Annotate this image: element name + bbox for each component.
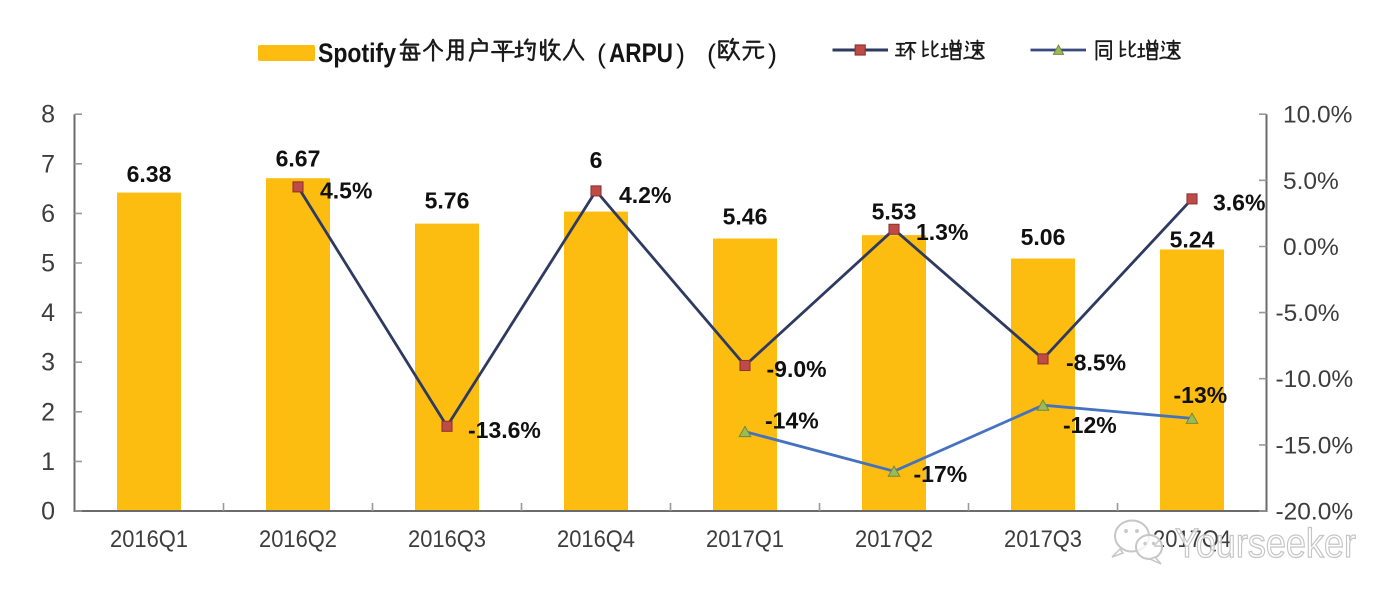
svg-text:): ) (676, 39, 685, 69)
svg-text:(: ( (597, 39, 606, 69)
svg-text:2016Q1: 2016Q1 (110, 526, 188, 553)
svg-text:ARPU: ARPU (609, 38, 673, 68)
svg-text:-12%: -12% (1063, 412, 1117, 438)
svg-text:2017Q2: 2017Q2 (855, 526, 933, 553)
svg-text:5.53: 5.53 (872, 199, 917, 225)
svg-text:0.0%: 0.0% (1283, 234, 1339, 261)
svg-text:2: 2 (41, 398, 55, 426)
svg-text:5.46: 5.46 (723, 204, 768, 230)
svg-text:-14%: -14% (765, 408, 819, 434)
svg-text:): ) (768, 39, 777, 69)
svg-text:8: 8 (41, 101, 55, 129)
svg-text:6: 6 (590, 147, 603, 173)
svg-text:4.5%: 4.5% (320, 178, 372, 204)
svg-text:3.6%: 3.6% (1213, 190, 1265, 216)
svg-text:-13.6%: -13.6% (468, 417, 541, 443)
svg-text:2016Q2: 2016Q2 (259, 526, 337, 553)
svg-text:5: 5 (41, 250, 55, 278)
svg-text:5.06: 5.06 (1021, 224, 1066, 250)
svg-text:Spotify: Spotify (318, 38, 396, 68)
svg-text:6.38: 6.38 (127, 161, 172, 187)
svg-text:-9.0%: -9.0% (767, 356, 827, 382)
svg-text:1.3%: 1.3% (916, 219, 968, 245)
svg-text:7: 7 (41, 150, 55, 178)
svg-text:-10.0%: -10.0% (1276, 366, 1354, 393)
svg-text:5.24: 5.24 (1170, 227, 1215, 253)
svg-text:1: 1 (41, 448, 55, 476)
svg-text:Yourseeker: Yourseeker (1175, 520, 1356, 566)
svg-text:-20.0%: -20.0% (1276, 499, 1354, 526)
svg-text:3: 3 (41, 349, 55, 377)
svg-text:2016Q4: 2016Q4 (557, 526, 635, 553)
svg-text:2017Q4: 2017Q4 (1153, 526, 1231, 553)
svg-text:-17%: -17% (914, 461, 968, 487)
svg-text:-5.0%: -5.0% (1276, 300, 1340, 327)
svg-text:6.67: 6.67 (276, 146, 321, 172)
svg-text:2017Q3: 2017Q3 (1004, 526, 1082, 553)
svg-text:(: ( (707, 39, 716, 69)
svg-text:2017Q1: 2017Q1 (706, 526, 784, 553)
svg-text:4.2%: 4.2% (619, 182, 671, 208)
svg-text:0: 0 (41, 498, 55, 526)
svg-text:6: 6 (41, 200, 55, 228)
svg-text:5.0%: 5.0% (1283, 168, 1339, 195)
svg-text:-8.5%: -8.5% (1066, 350, 1126, 376)
svg-text:-13%: -13% (1174, 382, 1228, 408)
svg-text:2016Q3: 2016Q3 (408, 526, 486, 553)
svg-text:-15.0%: -15.0% (1276, 432, 1354, 459)
svg-text:5.76: 5.76 (425, 188, 470, 214)
svg-text:10.0%: 10.0% (1283, 102, 1352, 129)
svg-text:4: 4 (41, 299, 55, 327)
